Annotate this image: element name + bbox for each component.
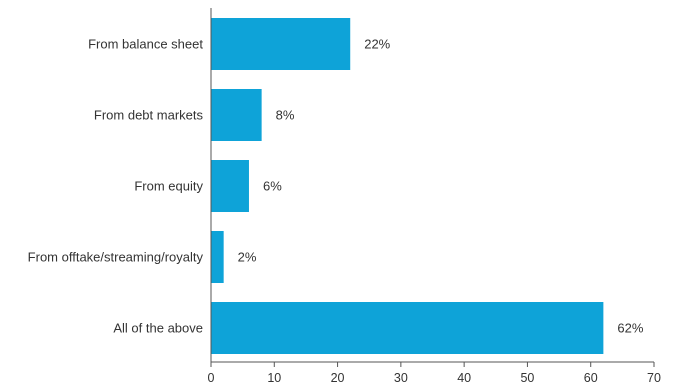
bar: [211, 302, 604, 354]
category-label: From debt markets: [94, 108, 204, 123]
bar: [211, 160, 249, 212]
value-label: 6%: [263, 179, 282, 194]
x-tick-label: 20: [331, 371, 345, 385]
x-tick-label: 60: [584, 371, 598, 385]
x-tick-label: 30: [394, 371, 408, 385]
value-label: 8%: [276, 108, 295, 123]
bar: [211, 231, 224, 283]
category-label: From balance sheet: [88, 37, 203, 52]
bar: [211, 89, 262, 141]
x-tick-label: 10: [267, 371, 281, 385]
category-label: From offtake/streaming/royalty: [28, 250, 204, 265]
x-ticks-group: 0 10 20 30 40 50 60 70: [208, 362, 661, 385]
category-label: All of the above: [113, 321, 203, 336]
category-labels-group: From balance sheet From debt markets From …: [28, 37, 204, 336]
value-labels-group: 22% 8% 6% 2% 62%: [238, 37, 644, 336]
bars-group: [211, 18, 604, 354]
value-label: 22%: [364, 37, 390, 52]
value-label: 2%: [238, 250, 257, 265]
x-tick-label: 0: [208, 371, 215, 385]
category-label: From equity: [134, 179, 203, 194]
x-tick-label: 40: [457, 371, 471, 385]
x-tick-label: 70: [647, 371, 661, 385]
value-label: 62%: [617, 321, 643, 336]
bar: [211, 18, 351, 70]
x-tick-label: 50: [520, 371, 534, 385]
